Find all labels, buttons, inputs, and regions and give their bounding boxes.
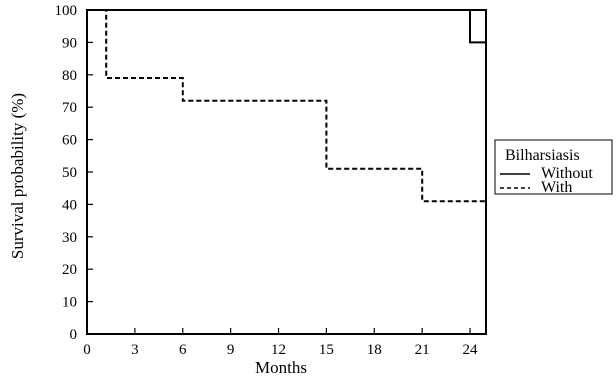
y-tick-label: 80 [62,68,77,84]
x-axis-title: Months [255,358,307,377]
x-tick-label: 3 [131,342,139,358]
y-tick-label: 0 [70,327,78,343]
series-layer [87,9,486,203]
x-axis: 0 3 6 9 12 15 18 21 24 [83,328,478,358]
x-tick-label: 0 [83,342,91,358]
y-tick-label: 100 [55,3,78,19]
series-line-without [87,9,486,44]
x-tick-label: 15 [319,342,334,358]
x-tick-label: 12 [271,342,286,358]
legend-label-with: With [541,179,572,196]
legend: Bilharsiasis Without With [494,139,613,196]
y-tick-label: 10 [62,295,77,311]
series-line-with [87,9,486,203]
legend-box [494,139,613,195]
x-tick-label: 18 [367,342,382,358]
y-axis: 0 10 20 30 40 50 60 70 80 90 100 [55,3,93,343]
plot-frame [86,9,487,335]
y-axis-title: Survival probability (%) [8,93,27,259]
y-tick-label: 70 [62,100,77,116]
x-tick-label: 24 [463,342,479,358]
legend-title: Bilharsiasis [505,147,580,164]
y-tick-label: 20 [62,262,77,278]
y-tick-label: 90 [62,35,77,51]
x-tick-label: 6 [179,342,187,358]
x-tick-label: 9 [227,342,235,358]
x-tick-label: 21 [415,342,430,358]
y-tick-label: 40 [62,197,77,213]
legend-label-without: Without [541,165,593,182]
y-tick-label: 50 [62,165,77,181]
y-tick-label: 30 [62,230,77,246]
y-tick-label: 60 [62,133,77,149]
plot-border [86,9,487,335]
